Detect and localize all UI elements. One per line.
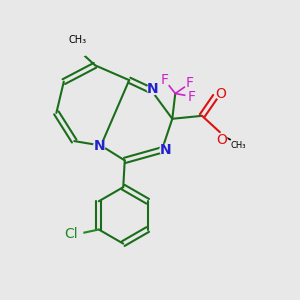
- Text: F: F: [188, 89, 196, 103]
- Text: O: O: [215, 86, 226, 100]
- Text: Cl: Cl: [64, 227, 78, 241]
- Circle shape: [147, 83, 159, 95]
- Text: CH₃: CH₃: [68, 35, 86, 45]
- Text: N: N: [147, 82, 159, 96]
- Circle shape: [60, 23, 94, 57]
- Text: CH₃: CH₃: [230, 141, 246, 150]
- Text: F: F: [161, 73, 169, 87]
- Text: F: F: [186, 76, 194, 90]
- Circle shape: [215, 88, 226, 99]
- Circle shape: [159, 74, 170, 86]
- Circle shape: [94, 140, 105, 151]
- Circle shape: [160, 144, 171, 156]
- Circle shape: [184, 77, 196, 89]
- Circle shape: [216, 134, 227, 145]
- Text: N: N: [160, 143, 171, 157]
- Text: N: N: [94, 139, 105, 152]
- Text: O: O: [216, 133, 227, 147]
- Circle shape: [60, 223, 83, 245]
- Circle shape: [186, 91, 197, 102]
